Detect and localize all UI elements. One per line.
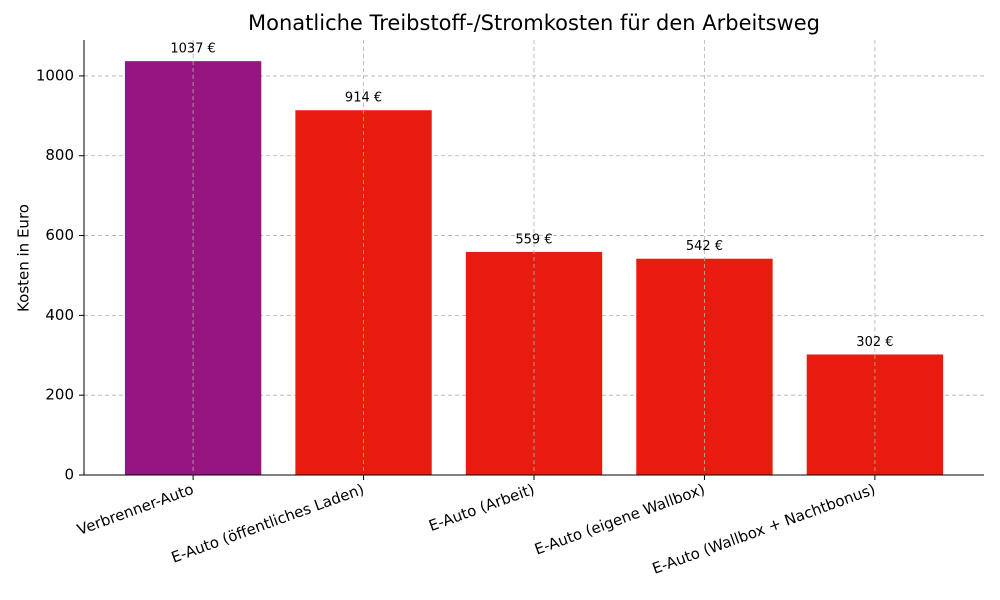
chart-title: Monatliche Treibstoff-/Stromkosten für d… [248, 11, 820, 35]
y-tick-label: 1000 [36, 66, 74, 84]
y-tick-label: 0 [64, 466, 74, 484]
y-tick-label: 200 [45, 386, 74, 404]
y-tick-label: 400 [45, 306, 74, 324]
x-tick-label: Verbrenner-Auto [75, 480, 196, 539]
value-label: 302 € [856, 335, 893, 350]
x-tick-label: E-Auto (öffentliches Laden) [169, 480, 367, 567]
y-tick-label: 800 [45, 146, 74, 164]
y-axis-label: Kosten in Euro [15, 204, 33, 312]
value-label: 542 € [686, 239, 723, 254]
value-label: 1037 € [170, 42, 216, 57]
value-label: 914 € [345, 91, 382, 106]
x-tick-label: E-Auto (eigene Wallbox) [532, 480, 707, 558]
value-label: 559 € [515, 232, 552, 247]
y-tick-label: 600 [45, 226, 74, 244]
x-tick-label: E-Auto (Arbeit) [426, 480, 537, 535]
